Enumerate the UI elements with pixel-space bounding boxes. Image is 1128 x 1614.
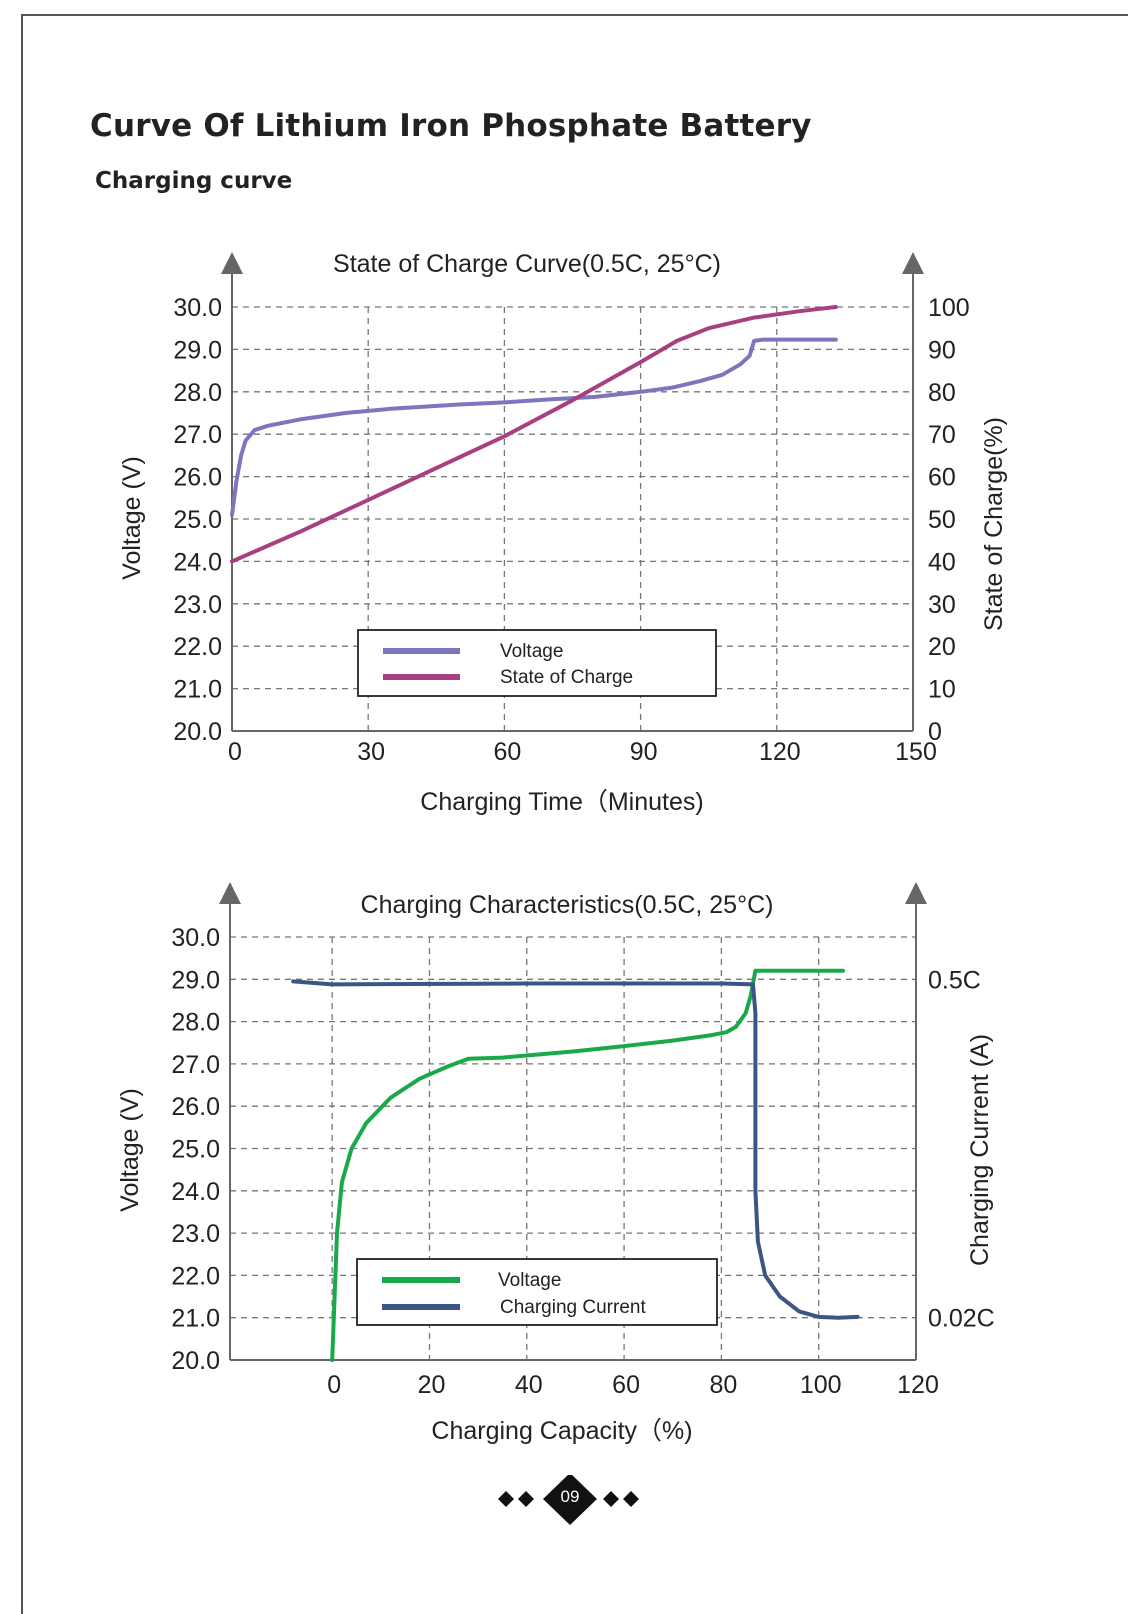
x-tick-label: 30 (357, 738, 385, 766)
y2-tick-label: 30 (928, 591, 956, 619)
y2-tick-label: 80 (928, 379, 956, 407)
page-frame (21, 14, 1128, 1614)
series-line-state-of-charge (230, 305, 838, 564)
y-tick-label: 22.0 (171, 1262, 220, 1290)
diamond-icon (603, 1491, 619, 1507)
legend-box (356, 1258, 718, 1326)
chart-title: Charging Characteristics(0.5C, 25°C) (361, 891, 774, 919)
y-tick-label: 30.0 (173, 294, 222, 322)
x-tick-label: 20 (418, 1371, 446, 1399)
x-tick-label: 90 (630, 738, 658, 766)
x-axis-label: Charging Time（Minutes) (420, 788, 703, 816)
y-tick-label: 26.0 (173, 464, 222, 492)
x-tick-label: 60 (493, 738, 521, 766)
y-tick-label: 27.0 (171, 1051, 220, 1079)
y-tick-label: 28.0 (171, 1009, 220, 1037)
series-line-charging-current (291, 979, 860, 1320)
page-number: 09 (560, 1487, 580, 1506)
legend-label-voltage: Voltage (498, 1270, 561, 1291)
y2-tick-label: 0.02C (928, 1305, 995, 1333)
y-tick-label: 30.0 (171, 924, 220, 952)
y2-tick-label: 0.5C (928, 966, 981, 994)
y-tick-label: 20.0 (173, 718, 222, 746)
y-tick-label: 22.0 (173, 633, 222, 661)
legend-label-charging-current: Charging Current (500, 1297, 646, 1318)
arrow-up-icon (221, 252, 243, 274)
y-tick-label: 24.0 (171, 1178, 220, 1206)
page-number-ornament (498, 1475, 639, 1525)
y-tick-label: 25.0 (173, 506, 222, 534)
x-tick-label: 100 (800, 1371, 842, 1399)
y-tick-label: 28.0 (173, 379, 222, 407)
y-axis-label: Voltage (V) (118, 456, 146, 580)
y-tick-label: 20.0 (171, 1347, 220, 1375)
y2-tick-label: 70 (928, 421, 956, 449)
charging-characteristics-chart: Charging Characteristics(0.5C, 25°C) 20.0… (116, 882, 995, 1445)
y-tick-label: 21.0 (171, 1305, 220, 1333)
arrow-up-icon (219, 882, 241, 904)
x-tick-label: 150 (895, 738, 937, 766)
x-tick-label: 120 (759, 738, 801, 766)
y-tick-label: 23.0 (171, 1220, 220, 1248)
legend-label-state-of-charge: State of Charge (500, 667, 633, 688)
y2-tick-label: 90 (928, 336, 956, 364)
arrow-up-icon (905, 882, 927, 904)
x-tick-label: 60 (612, 1371, 640, 1399)
y-tick-label: 21.0 (173, 676, 222, 704)
x-tick-label: 0 (228, 738, 242, 766)
diamond-icon (543, 1475, 597, 1525)
y2-tick-label: 20 (928, 633, 956, 661)
series-line-voltage (330, 968, 845, 1362)
x-axis-label: Charging Capacity（%) (431, 1417, 692, 1445)
y2-tick-label: 50 (928, 506, 956, 534)
y2-tick-label: 40 (928, 548, 956, 576)
series-line-voltage (230, 337, 838, 517)
soc-chart: State of Charge Curve(0.5C, 25°C) 20.0 21.… (118, 250, 1008, 816)
y-tick-label: 24.0 (173, 548, 222, 576)
y-tick-label: 27.0 (173, 421, 222, 449)
x-tick-label: 40 (515, 1371, 543, 1399)
x-tick-label: 120 (897, 1371, 939, 1399)
arrow-up-icon (902, 252, 924, 274)
y2-axis-label: Charging Current (A) (966, 1034, 994, 1266)
page-subtitle: Charging curve (95, 168, 293, 194)
y2-tick-label: 100 (928, 294, 970, 322)
y-axis-label: Voltage (V) (116, 1088, 144, 1212)
chart-title: State of Charge Curve(0.5C, 25°C) (333, 250, 721, 278)
y2-axis-label: State of Charge(%) (980, 417, 1008, 631)
x-tick-label: 0 (327, 1371, 341, 1399)
y-tick-label: 23.0 (173, 591, 222, 619)
diamond-icon (623, 1491, 639, 1507)
legend-label-voltage: Voltage (500, 641, 563, 662)
legend-box (357, 629, 717, 697)
diamond-icon (518, 1491, 534, 1507)
page-title: Curve Of Lithium Iron Phosphate Battery (90, 108, 812, 144)
diamond-icon (498, 1491, 514, 1507)
y-tick-label: 29.0 (173, 336, 222, 364)
y-tick-label: 29.0 (171, 966, 220, 994)
y-tick-label: 25.0 (171, 1136, 220, 1164)
y-tick-label: 26.0 (171, 1093, 220, 1121)
y2-tick-label: 10 (928, 676, 956, 704)
y2-tick-label: 60 (928, 464, 956, 492)
y2-tick-label: 0 (928, 718, 942, 746)
x-tick-label: 80 (709, 1371, 737, 1399)
